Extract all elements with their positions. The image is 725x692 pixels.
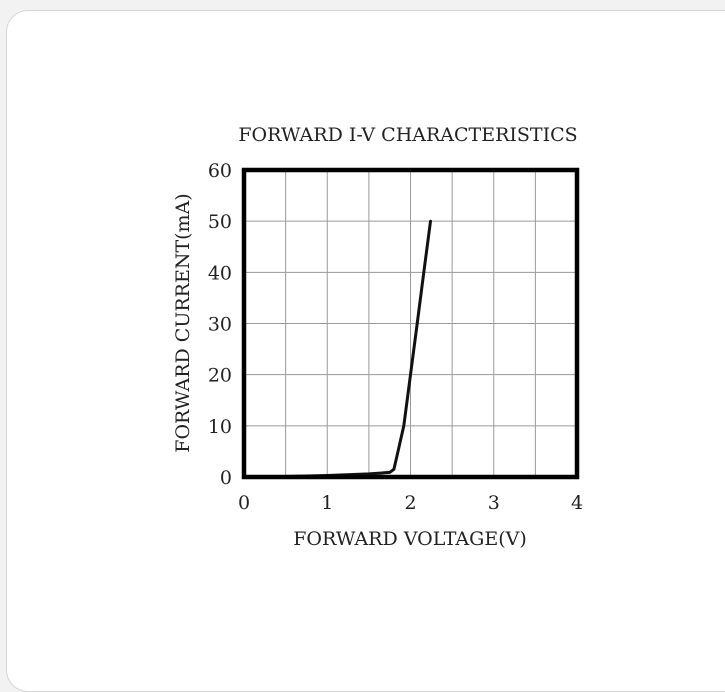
y-tick-label: 20 — [208, 365, 232, 387]
chart-card — [6, 10, 725, 692]
y-tick-label: 40 — [208, 262, 232, 284]
grid-lines — [244, 170, 577, 477]
x-tick-label: 0 — [238, 492, 250, 514]
y-axis-label: FORWARD CURRENT(mA) — [172, 193, 194, 452]
x-tick-label: 1 — [321, 492, 333, 514]
iv-characteristics-chart: FORWARD I-V CHARACTERISTICS FORWARD VOLT… — [172, 124, 583, 550]
y-tick-label: 0 — [220, 467, 232, 489]
y-tick-label: 50 — [208, 211, 232, 233]
chart-title: FORWARD I-V CHARACTERISTICS — [238, 124, 577, 146]
y-tick-label: 30 — [208, 314, 232, 336]
plot-frame — [241, 167, 580, 480]
x-tick-labels: 0 1 2 3 4 — [238, 492, 583, 514]
x-axis-label: FORWARD VOLTAGE(V) — [293, 528, 527, 550]
y-tick-label: 10 — [208, 416, 232, 438]
y-tick-label: 60 — [208, 160, 232, 182]
series-line — [242, 219, 432, 479]
x-tick-label: 2 — [404, 492, 416, 514]
x-tick-label: 4 — [571, 492, 583, 514]
x-tick-label: 3 — [488, 492, 500, 514]
y-tick-labels: 0 10 20 30 40 50 60 — [208, 160, 232, 489]
